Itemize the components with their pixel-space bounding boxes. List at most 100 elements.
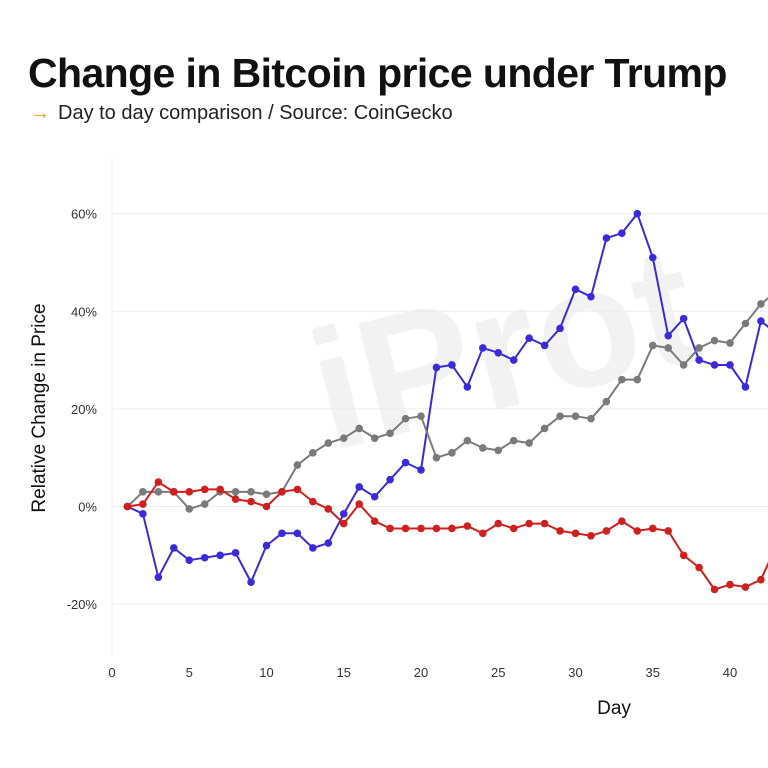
data-point bbox=[216, 485, 224, 494]
data-point bbox=[540, 519, 549, 528]
data-point bbox=[339, 519, 348, 528]
arrow-right-icon: → bbox=[30, 102, 50, 124]
data-point bbox=[448, 361, 456, 369]
data-point bbox=[463, 436, 472, 445]
x-tick-label: 0 bbox=[108, 665, 115, 680]
data-point bbox=[741, 383, 750, 391]
x-tick-label: 5 bbox=[186, 665, 193, 680]
data-point bbox=[370, 492, 379, 501]
data-point bbox=[200, 485, 209, 494]
data-point bbox=[262, 502, 271, 511]
data-point bbox=[432, 453, 441, 462]
data-point bbox=[479, 444, 487, 452]
data-point bbox=[309, 544, 317, 552]
chart-subtitle: → Day to day comparison / Source: CoinGec… bbox=[30, 102, 453, 125]
data-point bbox=[587, 292, 595, 301]
data-point bbox=[309, 497, 317, 506]
x-tick-label: 40 bbox=[723, 665, 737, 680]
data-point bbox=[417, 466, 425, 474]
series-line bbox=[126, 297, 768, 510]
data-point bbox=[695, 563, 703, 572]
x-tick-label: 10 bbox=[259, 665, 273, 680]
data-point bbox=[741, 319, 750, 328]
data-point bbox=[741, 583, 750, 591]
data-point bbox=[633, 527, 642, 535]
data-point bbox=[324, 505, 333, 513]
data-point bbox=[231, 488, 240, 496]
data-point bbox=[154, 488, 163, 496]
data-point bbox=[494, 446, 503, 455]
data-point bbox=[185, 505, 194, 513]
data-point bbox=[494, 348, 503, 357]
data-point bbox=[324, 439, 333, 447]
data-point bbox=[170, 488, 178, 496]
data-point bbox=[710, 361, 719, 369]
data-point bbox=[602, 397, 611, 406]
data-point bbox=[324, 539, 333, 547]
gridlines bbox=[112, 213, 768, 605]
data-point bbox=[648, 253, 657, 262]
data-point bbox=[401, 524, 410, 533]
data-point bbox=[216, 551, 224, 560]
data-point bbox=[154, 573, 163, 582]
data-point bbox=[278, 529, 286, 538]
data-point bbox=[448, 449, 456, 457]
data-point bbox=[633, 375, 642, 384]
x-tick-label: 35 bbox=[646, 665, 660, 680]
x-tick-label: 25 bbox=[491, 665, 505, 680]
series-layer bbox=[123, 209, 768, 594]
y-tick-label: -20% bbox=[67, 597, 98, 612]
x-tick-label: 20 bbox=[414, 665, 428, 680]
data-point bbox=[339, 434, 348, 442]
data-point bbox=[432, 524, 441, 533]
data-point bbox=[170, 544, 178, 552]
data-point bbox=[726, 361, 734, 369]
data-point bbox=[278, 488, 286, 496]
data-point bbox=[494, 519, 503, 528]
y-tick-labels: 60% 40% 20% 0% -20% bbox=[67, 207, 98, 612]
data-point bbox=[602, 234, 611, 242]
data-point bbox=[293, 529, 302, 538]
data-point bbox=[695, 356, 703, 364]
data-point bbox=[618, 375, 626, 384]
y-tick-label: 20% bbox=[71, 402, 97, 417]
data-point bbox=[648, 341, 657, 350]
data-point bbox=[525, 439, 533, 447]
data-point bbox=[185, 488, 194, 496]
data-point bbox=[386, 429, 394, 438]
data-point bbox=[448, 524, 456, 533]
chart-title: Change in Bitcoin price under Trump bbox=[28, 50, 727, 96]
data-point bbox=[587, 531, 595, 540]
data-point bbox=[479, 344, 487, 352]
data-point bbox=[618, 517, 626, 525]
data-point bbox=[540, 341, 549, 350]
data-point bbox=[587, 414, 595, 423]
data-point bbox=[139, 510, 147, 518]
data-point bbox=[679, 361, 688, 369]
data-point bbox=[355, 483, 364, 491]
data-point bbox=[154, 478, 163, 486]
data-point bbox=[355, 500, 364, 508]
data-point bbox=[757, 317, 765, 325]
series-line bbox=[126, 481, 768, 591]
data-point bbox=[664, 331, 672, 340]
data-point bbox=[432, 363, 441, 372]
data-point bbox=[247, 497, 255, 506]
data-point bbox=[664, 527, 672, 535]
data-point bbox=[509, 356, 518, 364]
data-point bbox=[710, 585, 719, 594]
y-tick-label: 60% bbox=[71, 207, 97, 222]
data-point bbox=[525, 519, 533, 528]
data-point bbox=[602, 527, 611, 535]
data-point bbox=[540, 424, 549, 433]
data-point bbox=[463, 522, 472, 530]
x-tick-label: 15 bbox=[337, 665, 351, 680]
data-point bbox=[401, 414, 410, 423]
data-point bbox=[293, 461, 302, 469]
data-point bbox=[479, 529, 487, 538]
data-point bbox=[757, 575, 765, 584]
data-point bbox=[247, 488, 255, 496]
data-point bbox=[293, 485, 302, 494]
